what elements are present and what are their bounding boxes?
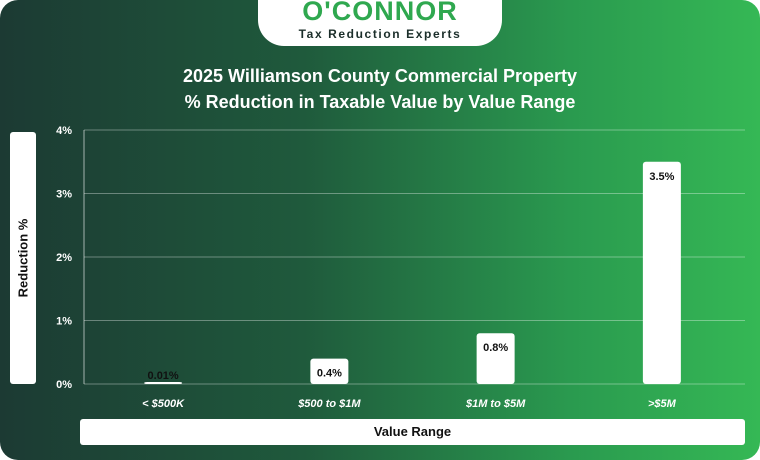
bar	[310, 358, 349, 384]
y-axis-label-box: Reduction %	[10, 132, 36, 384]
x-axis-label-box: Value Range	[80, 419, 745, 445]
y-tick-label: 4%	[56, 125, 72, 137]
y-tick-label: 2%	[56, 252, 72, 264]
logo-wordmark: O'CONNOR	[302, 0, 458, 26]
data-label: 0.4%	[317, 368, 342, 380]
y-tick-label: 3%	[56, 189, 72, 201]
data-label: 0.01%	[148, 370, 179, 382]
bar	[476, 333, 515, 384]
data-label: 3.5%	[649, 171, 674, 183]
y-tick-label: 1%	[56, 316, 72, 328]
data-label: 0.8%	[483, 342, 508, 354]
y-tick-label: 0%	[56, 379, 72, 391]
chart-title: 2025 Williamson County Commercial Proper…	[183, 66, 577, 86]
chart-subtitle: % Reduction in Taxable Value by Value Ra…	[184, 92, 576, 112]
x-tick-label: $1M to $5M	[465, 398, 526, 410]
bar	[642, 161, 681, 384]
x-tick-label: >$5M	[648, 398, 677, 410]
logo-tagline: Tax Reduction Experts	[298, 27, 462, 41]
x-tick-label: $500 to $1M	[297, 398, 361, 410]
x-tick-label: < $500K	[142, 398, 185, 410]
x-axis-label: Value Range	[373, 424, 452, 439]
bar	[144, 382, 183, 384]
brand-logo: O'CONNOR Tax Reduction Experts	[258, 0, 502, 46]
